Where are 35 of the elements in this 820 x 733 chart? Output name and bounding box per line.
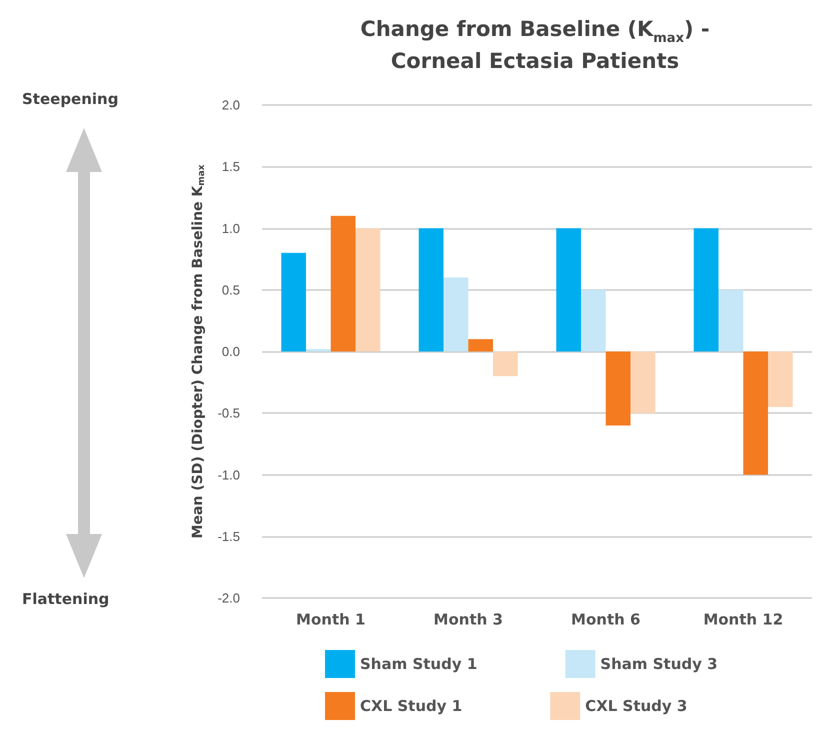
y-tick-label: 0.0 <box>222 344 240 359</box>
y-tick-label: -0.5 <box>218 406 240 421</box>
y-tick-label: 2.0 <box>222 98 240 112</box>
y-tick-label: -1.0 <box>218 467 240 482</box>
bar <box>606 352 630 426</box>
x-tick-label: Month 3 <box>434 610 503 628</box>
bar <box>444 278 468 352</box>
bar <box>630 352 656 414</box>
y-tick-label: -1.5 <box>218 528 240 544</box>
bar <box>743 352 768 475</box>
bar <box>581 290 606 352</box>
bar <box>418 228 444 352</box>
y-tick-label: 1.5 <box>222 159 240 174</box>
x-tick-label: Month 1 <box>296 610 366 628</box>
legend-label: CXL Study 1 <box>360 697 462 715</box>
x-tick-label: Month 6 <box>571 610 640 628</box>
text: Steepening <box>22 90 118 108</box>
bar <box>493 352 518 376</box>
legend-label: Sham Study 3 <box>600 655 718 673</box>
bar <box>468 339 493 352</box>
legend-label: CXL Study 3 <box>585 697 688 715</box>
x-tick-label: Month 12 <box>703 610 784 628</box>
legend-label: Sham Study 1 <box>360 655 478 673</box>
y-tick-label: 1.0 <box>222 220 240 236</box>
bar <box>718 290 744 352</box>
bar <box>768 352 793 407</box>
text: Flattening <box>22 590 110 608</box>
y-tick-label: 0.5 <box>222 282 240 298</box>
bar <box>556 228 581 352</box>
bar <box>694 228 718 352</box>
y-tick-label: -2.0 <box>218 590 240 606</box>
y-axis-title: Mean (SD) (Diopter) Change from Baseline Kmax <box>190 164 208 539</box>
bar <box>281 252 306 352</box>
bar <box>356 228 380 352</box>
bar <box>330 216 356 352</box>
